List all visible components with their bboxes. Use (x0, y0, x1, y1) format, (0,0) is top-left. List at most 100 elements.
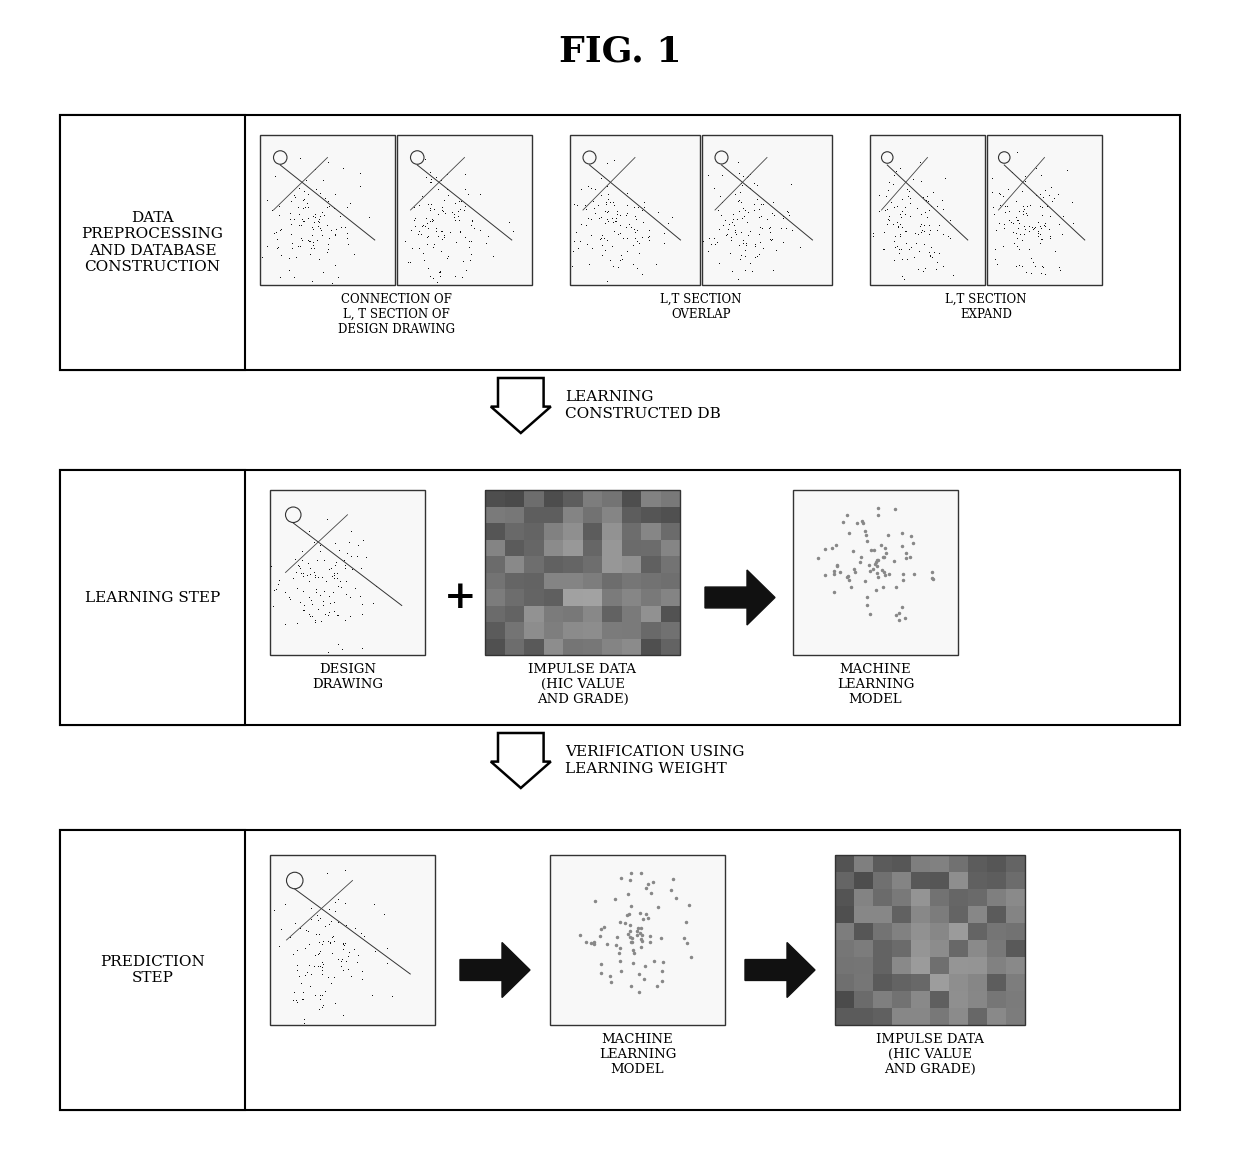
Bar (485, 639, 505, 655)
Bar (835, 855, 854, 872)
Bar (949, 974, 968, 991)
Bar (485, 605, 505, 621)
Bar (835, 906, 854, 923)
Text: VERIFICATION USING
LEARNING WEIGHT: VERIFICATION USING LEARNING WEIGHT (564, 745, 744, 775)
Bar (601, 589, 621, 605)
Bar (60, 115, 1180, 370)
Bar (949, 855, 968, 872)
Bar (930, 974, 949, 991)
Bar (702, 135, 832, 285)
Bar (543, 605, 563, 621)
Bar (892, 957, 911, 974)
Bar (870, 135, 985, 285)
Bar (911, 974, 930, 991)
Bar (563, 573, 583, 589)
Text: FIG. 1: FIG. 1 (559, 35, 681, 69)
Bar (621, 524, 641, 540)
Bar (525, 589, 543, 605)
Bar (1006, 991, 1025, 1007)
Bar (930, 923, 949, 940)
Bar (485, 540, 505, 556)
Bar (543, 490, 563, 506)
Bar (621, 540, 641, 556)
Bar (911, 906, 930, 923)
Bar (1006, 872, 1025, 888)
Bar (873, 974, 892, 991)
Text: +: + (444, 578, 476, 617)
Bar (854, 855, 873, 872)
Bar (525, 621, 543, 639)
Bar (661, 524, 680, 540)
Bar (854, 1007, 873, 1025)
Bar (485, 589, 505, 605)
Bar (641, 490, 661, 506)
Polygon shape (460, 942, 529, 997)
Bar (873, 906, 892, 923)
Bar (873, 855, 892, 872)
Bar (621, 506, 641, 524)
Bar (525, 490, 543, 506)
Bar (563, 540, 583, 556)
Bar (661, 589, 680, 605)
Bar (930, 991, 949, 1007)
Text: DESIGN
DRAWING: DESIGN DRAWING (312, 663, 383, 691)
Bar (621, 605, 641, 621)
Bar (485, 490, 505, 506)
Bar (641, 556, 661, 573)
Bar (543, 524, 563, 540)
Bar (583, 506, 601, 524)
Bar (60, 470, 1180, 725)
Bar (835, 940, 854, 957)
Text: PREDICTION
STEP: PREDICTION STEP (100, 955, 205, 985)
Bar (854, 957, 873, 974)
Bar (505, 506, 525, 524)
Bar (968, 940, 987, 957)
Bar (873, 991, 892, 1007)
Bar (583, 556, 601, 573)
Bar (583, 621, 601, 639)
Bar (505, 490, 525, 506)
Text: MACHINE
LEARNING
MODEL: MACHINE LEARNING MODEL (599, 1033, 676, 1076)
Bar (543, 556, 563, 573)
Bar (641, 639, 661, 655)
Bar (835, 991, 854, 1007)
Bar (987, 135, 1102, 285)
Bar (835, 923, 854, 940)
Bar (873, 1007, 892, 1025)
Text: L,T SECTION
OVERLAP: L,T SECTION OVERLAP (661, 293, 742, 321)
Bar (621, 573, 641, 589)
Bar (968, 957, 987, 974)
Bar (661, 556, 680, 573)
Bar (543, 589, 563, 605)
Bar (892, 940, 911, 957)
Bar (1006, 923, 1025, 940)
Bar (854, 872, 873, 888)
Bar (543, 621, 563, 639)
Bar (525, 524, 543, 540)
Bar (892, 1007, 911, 1025)
Bar (485, 490, 680, 655)
Text: IMPULSE DATA
(HIC VALUE
AND GRADE): IMPULSE DATA (HIC VALUE AND GRADE) (528, 663, 636, 705)
Bar (543, 506, 563, 524)
Bar (270, 490, 425, 655)
Text: L,T SECTION
EXPAND: L,T SECTION EXPAND (945, 293, 1027, 321)
Bar (911, 923, 930, 940)
Bar (1006, 855, 1025, 872)
Bar (911, 991, 930, 1007)
Bar (563, 639, 583, 655)
Bar (505, 589, 525, 605)
Bar (987, 888, 1006, 906)
Bar (543, 573, 563, 589)
Bar (987, 923, 1006, 940)
Bar (949, 991, 968, 1007)
Bar (873, 872, 892, 888)
Bar (949, 957, 968, 974)
Bar (570, 135, 701, 285)
Bar (987, 974, 1006, 991)
Text: CONNECTION OF
L, T SECTION OF
DESIGN DRAWING: CONNECTION OF L, T SECTION OF DESIGN DRA… (337, 293, 455, 336)
Bar (911, 855, 930, 872)
Bar (968, 888, 987, 906)
Bar (641, 573, 661, 589)
Bar (892, 974, 911, 991)
Bar (911, 888, 930, 906)
